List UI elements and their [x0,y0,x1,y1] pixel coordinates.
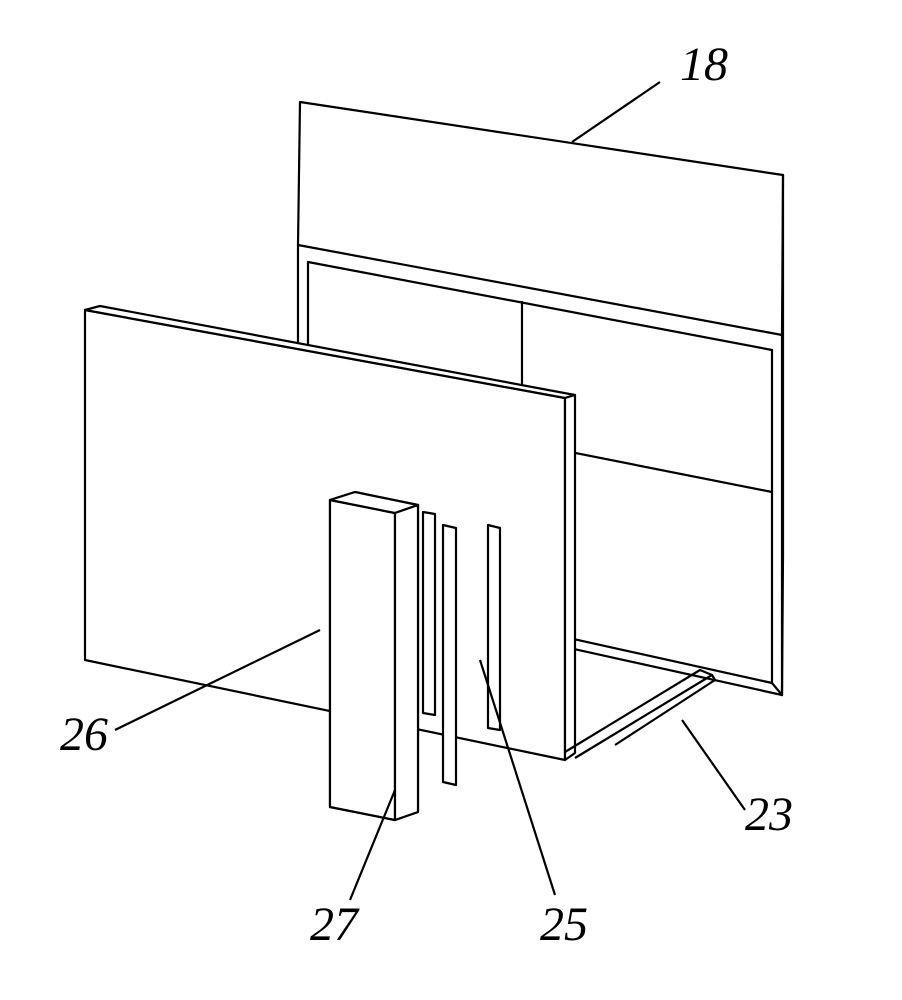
drawer-right-edge [565,395,575,760]
label-l25: 25 [540,898,588,951]
label-l23: 23 [745,788,793,841]
drawer-rail-end1 [700,670,712,675]
drawer-rail-2 [575,675,712,758]
handle-front-face-2 [330,500,395,820]
box-right-bottom-edge [782,555,783,695]
slot-right [488,525,500,730]
label-l26: 26 [60,708,108,761]
diagram-canvas: 18 26 27 25 23 [0,0,902,1000]
box-top-face [298,102,783,335]
leader-l18 [572,82,660,142]
drawer-rail-1 [565,670,700,752]
label-l27: 27 [310,898,360,951]
handle-plate-right [443,525,456,785]
leader-l23 [682,720,745,810]
label-l18: 18 [680,38,728,91]
handle-right-face-2 [395,505,418,820]
slot-left [423,512,435,715]
